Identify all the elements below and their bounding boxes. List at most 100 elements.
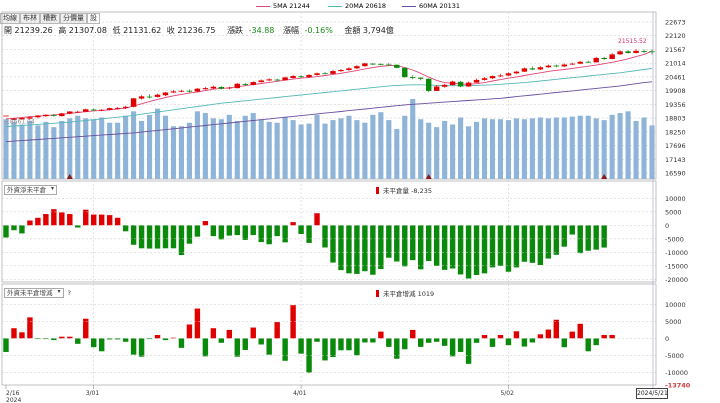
candle-body: [258, 80, 264, 83]
oi-change-bar: [35, 338, 41, 340]
panel3-select[interactable]: 外資未平倉增減: [4, 288, 64, 298]
candle-body: [306, 74, 312, 78]
oi-bar: [19, 225, 25, 234]
candle-body: [35, 115, 41, 118]
oi-change-bar: [402, 338, 408, 350]
oi-change-bar: [553, 319, 560, 339]
candle-body: [11, 118, 17, 120]
candle-body: [51, 115, 57, 116]
volume-bar: [466, 126, 472, 179]
candle-body: [226, 87, 233, 89]
oi-axis-label: -20000: [665, 276, 688, 284]
oi-change-bar: [154, 335, 161, 339]
oi-change-bar: [218, 338, 225, 343]
panel3-help-icon[interactable]: ?: [67, 289, 71, 297]
oi-bar: [226, 225, 233, 236]
oi-bar: [162, 225, 169, 249]
tab-ma[interactable]: 均線: [0, 13, 20, 24]
price-axis-label: 19356: [665, 101, 686, 109]
oi-change-bar: [298, 338, 304, 354]
volume-bar: [450, 124, 456, 179]
volume-bar: [338, 118, 344, 179]
oi-change-bar: [138, 338, 145, 357]
oi-change-bar: [106, 338, 113, 340]
oi-change-bar: [306, 338, 312, 373]
volume-bar: [194, 111, 200, 179]
volume-bar: [410, 99, 416, 179]
tab-indicators[interactable]: 糟數: [40, 13, 60, 24]
candle-body: [234, 83, 240, 89]
oi-bar: [266, 225, 272, 245]
candle-body: [170, 91, 177, 93]
candle-body: [322, 73, 328, 75]
oi-bar: [322, 225, 328, 248]
oi-change-axis-label: -10000: [665, 369, 688, 377]
volume-bar: [633, 120, 639, 179]
candle-body: [489, 76, 496, 79]
oi-bar: [489, 225, 496, 268]
tab-volume-profile[interactable]: 分價量: [60, 13, 87, 24]
oi-bar: [481, 225, 488, 274]
price-axis-label: 21014: [665, 60, 686, 68]
candle-body: [625, 51, 631, 53]
event-marker: [425, 174, 432, 179]
tab-bollinger[interactable]: 布林: [20, 13, 40, 24]
legend-20ma-swatch: [328, 5, 342, 7]
candle-body: [641, 51, 647, 52]
oi-change-bar: [186, 324, 193, 339]
candle-body: [425, 78, 432, 91]
quote-change-label: 漲跌: [227, 26, 244, 35]
oi-change-bar: [537, 334, 544, 339]
volume-bar: [99, 117, 105, 179]
candle-body: [585, 61, 591, 63]
event-marker: [601, 174, 608, 179]
oi-change-bar: [418, 338, 424, 347]
oi-change-bar: [386, 338, 392, 347]
oi-change-bar: [19, 332, 25, 339]
volume-bar: [75, 115, 81, 179]
volume-bar: [609, 114, 615, 179]
oi-bar: [234, 225, 240, 236]
panel3-marker: [376, 289, 379, 297]
candle-body: [91, 109, 97, 111]
quote-close: 收 21236.75: [166, 26, 216, 35]
panel3-indicator-text: 未平倉增減 1019: [383, 290, 435, 298]
volume-bar: [131, 111, 137, 179]
volume-bar: [537, 117, 543, 179]
panel2-select[interactable]: 外資淨未平倉: [4, 185, 57, 195]
oi-change-bar: [91, 338, 97, 348]
oi-bar: [370, 225, 376, 275]
oi-change-bar: [130, 338, 137, 355]
volume-bar: [51, 127, 57, 179]
oi-axis-label: -5000: [665, 235, 684, 243]
price-axis-label: 21567: [665, 46, 686, 54]
legend-60ma-label: 60MA 20131: [419, 2, 461, 10]
volume-bar: [521, 119, 527, 179]
oi-change-axis-label: -13740: [665, 382, 691, 390]
price-axis-label: 22673: [665, 19, 686, 27]
candle-body: [418, 77, 424, 79]
candle-body: [617, 51, 623, 55]
oi-bar: [529, 225, 536, 263]
oi-change-bar: [43, 338, 49, 340]
oi-bar: [410, 225, 416, 261]
oi-change-bar: [67, 336, 73, 339]
oi-axis-label: -15000: [665, 262, 688, 270]
panel3-indicator: 未平倉增減 1019: [376, 288, 434, 298]
volume-bar: [258, 119, 264, 179]
oi-change-bar: [234, 338, 240, 357]
oi-change-bar: [98, 338, 105, 352]
candle-body: [178, 90, 185, 92]
candle-body: [649, 51, 655, 53]
oi-change-bar: [194, 308, 201, 339]
price-axis-label: 19908: [665, 87, 686, 95]
oi-change-bar: [162, 338, 169, 341]
legend-5ma-swatch: [256, 5, 270, 7]
candle-body: [27, 117, 33, 119]
oi-change-bar: [27, 317, 33, 339]
low-price-label: 18661.04: [6, 119, 35, 126]
legend-5ma-label: 5MA 21244: [273, 2, 310, 10]
volume-bar: [394, 128, 400, 179]
volume-bar: [346, 115, 352, 179]
